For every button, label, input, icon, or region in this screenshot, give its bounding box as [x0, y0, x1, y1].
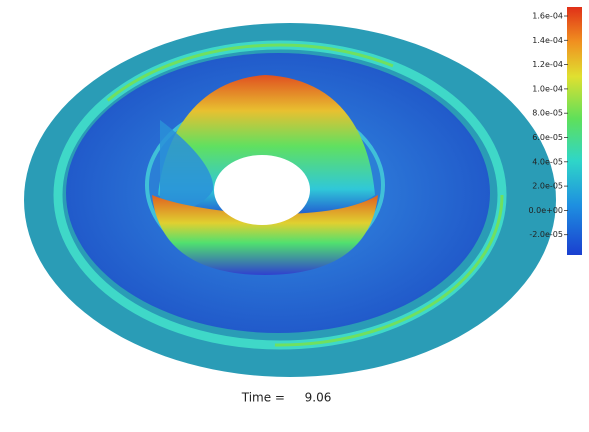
colorbar — [567, 7, 582, 255]
center-hole — [214, 155, 310, 225]
bubble-shadow — [160, 120, 214, 212]
outer-ridge-highlight — [56, 43, 504, 347]
colorbar-tick-label: 2.0e-05 — [532, 182, 563, 191]
colorbar-tick-label: 6.0e-05 — [532, 133, 563, 142]
bubble-front — [152, 195, 378, 275]
colorbar-tick-label: 8.0e-05 — [532, 109, 563, 118]
time-label: Time = — [241, 391, 285, 405]
colorbar-tick-label: 1.0e-04 — [532, 84, 563, 93]
colorbar-tick-label: 1.6e-04 — [532, 12, 563, 21]
colorbar-tick-label: 0.0e+00 — [528, 206, 563, 215]
colorbar-ticks: 1.6e-04 1.4e-04 1.2e-04 1.0e-04 8.0e-05 6.0e-… — [528, 12, 568, 239]
colorbar-tick-label: 4.0e-05 — [532, 157, 563, 166]
colorbar-tick-label: 1.4e-04 — [532, 36, 563, 45]
colorbar-tick-label: -2.0e-05 — [529, 230, 563, 239]
colorbar-tick-label: 1.2e-04 — [532, 60, 563, 69]
time-value: 9.06 — [305, 391, 332, 405]
surface — [24, 23, 556, 377]
